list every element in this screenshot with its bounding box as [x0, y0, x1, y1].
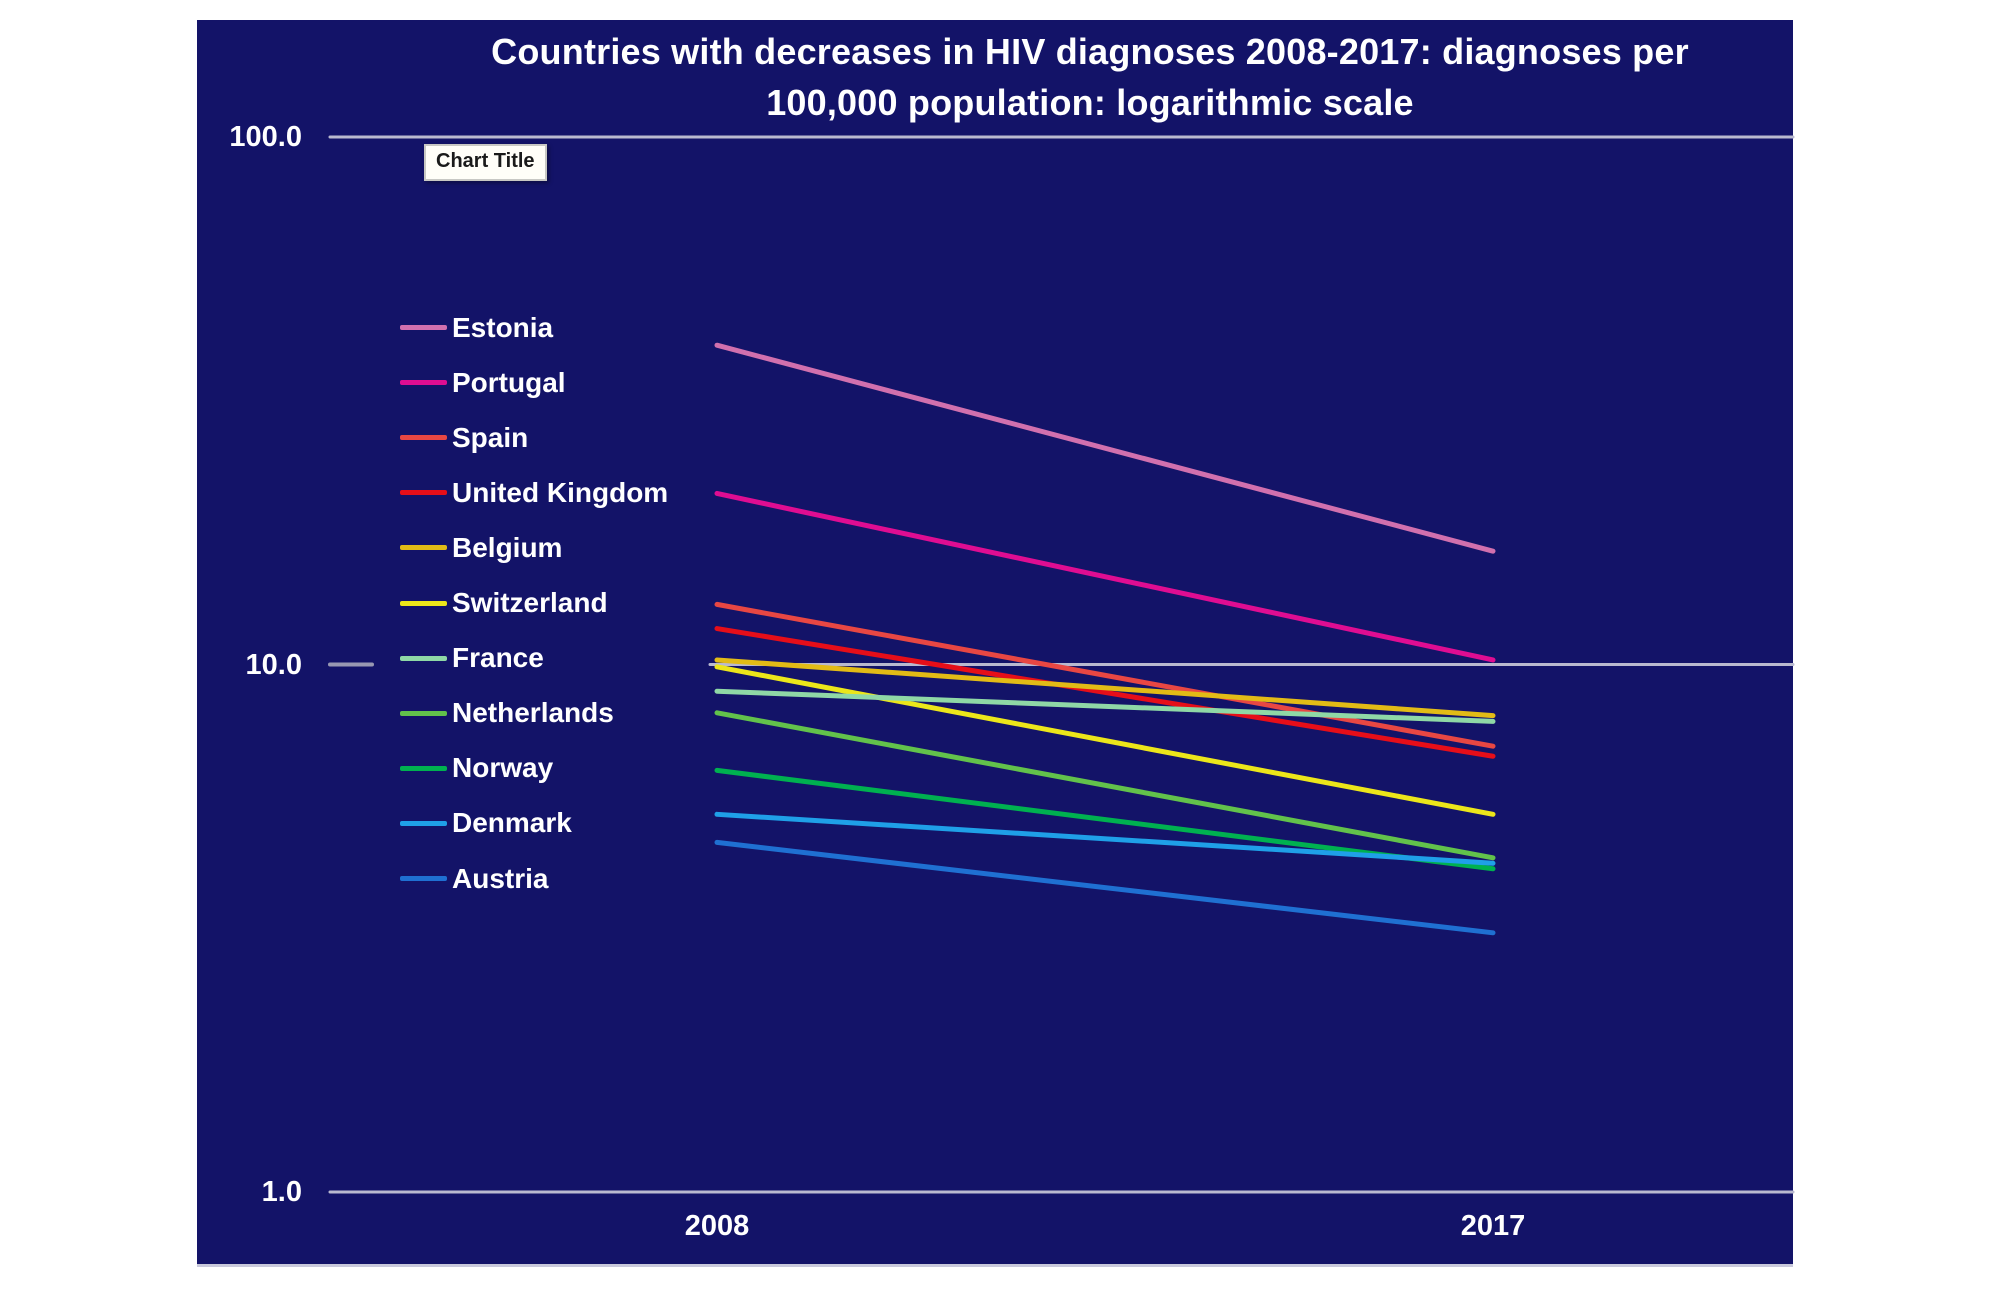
- series-line-estonia: [714, 342, 1496, 554]
- chart-title-tooltip: Chart Title: [424, 144, 547, 181]
- y-tick-label-10.0: 10.0: [245, 648, 302, 681]
- legend-item-spain[interactable]: Spain: [400, 410, 528, 465]
- legend-swatch-portugal: [400, 380, 447, 386]
- series-line-france: [714, 688, 1496, 724]
- legend-swatch-estonia: [400, 325, 447, 330]
- legend-label: Estonia: [452, 311, 554, 343]
- legend-item-france[interactable]: France: [400, 631, 544, 686]
- y-tick-label-100.0: 100.0: [229, 121, 302, 153]
- series-line-denmark: [714, 811, 1496, 866]
- legend-swatch-belgium: [400, 545, 447, 551]
- legend-item-switzerland[interactable]: Switzerland: [400, 576, 608, 631]
- x-tick-label-2008: 2008: [684, 1210, 750, 1242]
- series-line-netherlands: [714, 710, 1496, 861]
- chart-title: Countries with decreases in HIV diagnose…: [491, 31, 1689, 123]
- legend-item-united-kingdom[interactable]: United Kingdom: [400, 465, 668, 520]
- legend-label: Spain: [452, 421, 529, 453]
- chart-canvas[interactable]: [197, 20, 1793, 1267]
- legend-label: Portugal: [452, 366, 566, 398]
- legend-label: Switzerland: [452, 587, 608, 618]
- legend-item-austria[interactable]: Austria: [400, 851, 548, 906]
- y-tick-label-1.0: 1.0: [261, 1176, 302, 1208]
- legend-item-denmark[interactable]: Denmark: [400, 796, 572, 851]
- series-line-switzerland: [714, 664, 1496, 817]
- legend-label: Norway: [452, 752, 554, 784]
- series-line-spain: [714, 601, 1496, 749]
- legend-label: Netherlands: [452, 697, 614, 729]
- legend-swatch-denmark: [400, 820, 447, 826]
- legend-label: France: [452, 642, 544, 674]
- legend-label: United Kingdom: [452, 476, 669, 508]
- series-line-portugal: [714, 490, 1496, 663]
- x-tick-label-2017: 2017: [1460, 1210, 1526, 1242]
- series-line-austria: [714, 839, 1496, 936]
- legend-swatch-norway: [400, 765, 447, 771]
- legend-swatch-spain: [400, 435, 447, 441]
- legend-swatch-united-kingdom: [400, 490, 447, 496]
- legend-label: Austria: [452, 862, 549, 894]
- legend-item-belgium[interactable]: Belgium: [400, 520, 562, 575]
- legend-swatch-france: [400, 655, 447, 661]
- legend-item-portugal[interactable]: Portugal: [400, 355, 566, 410]
- tooltip-label: Chart Title: [436, 150, 535, 172]
- legend-label: Denmark: [452, 807, 572, 839]
- legend-label: Belgium: [452, 531, 563, 563]
- series-line-united-kingdom: [714, 626, 1496, 759]
- legend-item-netherlands[interactable]: Netherlands: [400, 686, 614, 741]
- legend-swatch-netherlands: [400, 710, 447, 716]
- legend-swatch-austria: [400, 876, 447, 881]
- legend-item-estonia[interactable]: Estonia: [400, 300, 553, 355]
- legend-item-norway[interactable]: Norway: [400, 741, 553, 796]
- series-line-norway: [714, 767, 1496, 872]
- legend-swatch-switzerland: [400, 600, 447, 606]
- series-line-belgium: [714, 657, 1496, 719]
